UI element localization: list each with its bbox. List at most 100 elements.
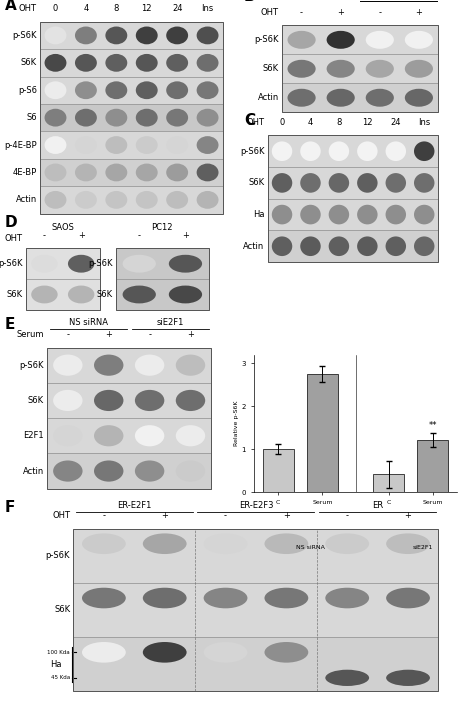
Text: -: - [300, 8, 303, 17]
Bar [40, 49, 223, 77]
Text: 4: 4 [83, 4, 89, 13]
Ellipse shape [386, 588, 430, 608]
Text: B: B [244, 0, 256, 4]
Ellipse shape [105, 54, 128, 72]
Text: S6K: S6K [54, 605, 70, 615]
Ellipse shape [105, 81, 128, 99]
Ellipse shape [176, 355, 205, 376]
Text: 8: 8 [336, 118, 342, 127]
Ellipse shape [53, 425, 82, 446]
Text: SAOS: SAOS [51, 224, 74, 232]
Text: PC12: PC12 [152, 224, 173, 232]
Bar [268, 135, 438, 262]
Y-axis label: Relative p-S6K: Relative p-S6K [234, 401, 239, 446]
Ellipse shape [136, 164, 158, 182]
Text: +: + [105, 330, 112, 339]
Ellipse shape [325, 534, 369, 554]
Text: 12: 12 [142, 4, 152, 13]
Text: ER-E2F3: ER-E2F3 [239, 502, 273, 510]
Text: +: + [405, 511, 411, 520]
Text: p-4E-BP: p-4E-BP [4, 140, 37, 150]
Ellipse shape [385, 173, 406, 193]
Ellipse shape [105, 191, 128, 209]
Text: OHT: OHT [19, 4, 37, 13]
Bar [282, 25, 438, 112]
Ellipse shape [300, 237, 321, 256]
Ellipse shape [82, 534, 126, 554]
Text: S6K: S6K [28, 396, 44, 405]
Ellipse shape [45, 136, 66, 154]
Ellipse shape [45, 27, 66, 44]
Ellipse shape [53, 460, 82, 481]
Ellipse shape [136, 109, 158, 127]
Ellipse shape [105, 164, 128, 182]
Ellipse shape [357, 173, 378, 193]
Ellipse shape [166, 191, 188, 209]
Ellipse shape [45, 109, 66, 127]
Text: p-S6K: p-S6K [46, 551, 70, 560]
Ellipse shape [82, 588, 126, 608]
Bar [282, 25, 438, 54]
Text: -: - [378, 8, 381, 17]
Ellipse shape [325, 588, 369, 608]
Ellipse shape [75, 136, 97, 154]
Ellipse shape [53, 390, 82, 411]
Text: 100 Kda: 100 Kda [47, 650, 70, 654]
Text: **: ** [428, 421, 437, 430]
Ellipse shape [166, 109, 188, 127]
Ellipse shape [414, 141, 435, 161]
Bar [40, 186, 223, 214]
Text: Serum: Serum [17, 330, 44, 339]
Ellipse shape [197, 81, 219, 99]
Bar [47, 453, 211, 489]
Text: E2F1: E2F1 [23, 432, 44, 440]
Ellipse shape [176, 390, 205, 411]
Ellipse shape [204, 642, 247, 662]
Ellipse shape [385, 237, 406, 256]
Ellipse shape [94, 425, 123, 446]
Text: Ha: Ha [50, 660, 62, 669]
Ellipse shape [45, 164, 66, 182]
Text: Actin: Actin [243, 242, 264, 251]
Ellipse shape [75, 164, 97, 182]
Text: A: A [5, 0, 17, 13]
Bar [73, 637, 438, 691]
Bar [47, 348, 211, 383]
Ellipse shape [288, 89, 316, 106]
Ellipse shape [300, 205, 321, 224]
Text: -: - [138, 231, 141, 240]
Bar [47, 383, 211, 418]
Ellipse shape [264, 642, 308, 662]
Text: S6K: S6K [7, 290, 23, 299]
Ellipse shape [135, 390, 164, 411]
Text: OHT: OHT [246, 118, 264, 127]
Text: Ha: Ha [253, 210, 264, 219]
Ellipse shape [272, 173, 292, 193]
Text: p-S6K: p-S6K [88, 259, 113, 268]
Ellipse shape [328, 141, 349, 161]
Ellipse shape [385, 141, 406, 161]
Ellipse shape [197, 136, 219, 154]
Bar [282, 54, 438, 83]
Bar [40, 22, 223, 214]
Ellipse shape [166, 164, 188, 182]
Ellipse shape [123, 255, 156, 273]
Text: 45 Kda: 45 Kda [51, 675, 70, 681]
Ellipse shape [204, 588, 247, 608]
Ellipse shape [204, 534, 247, 554]
Ellipse shape [386, 534, 430, 554]
Bar [40, 77, 223, 104]
Ellipse shape [414, 205, 435, 224]
Ellipse shape [414, 173, 435, 193]
Ellipse shape [327, 31, 355, 49]
Ellipse shape [357, 237, 378, 256]
Ellipse shape [264, 534, 308, 554]
Ellipse shape [176, 425, 205, 446]
Text: C: C [244, 113, 255, 128]
Text: 0: 0 [53, 4, 58, 13]
Text: Ins: Ins [418, 118, 430, 127]
Text: NS siRNA: NS siRNA [69, 319, 108, 327]
Text: 0: 0 [279, 118, 285, 127]
Text: +: + [415, 8, 422, 17]
Ellipse shape [94, 390, 123, 411]
